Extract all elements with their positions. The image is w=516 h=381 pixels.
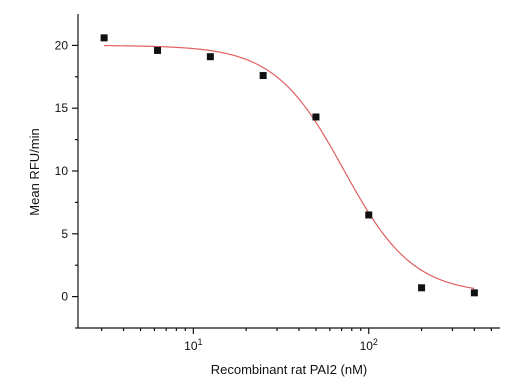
data-point [312, 113, 320, 121]
y-tick-label: 20 [55, 38, 69, 52]
data-points [100, 34, 478, 297]
data-point [418, 284, 426, 292]
y-tick-label: 0 [61, 290, 68, 304]
data-point [100, 34, 108, 42]
y-axis-title: Mean RFU/min [27, 128, 42, 215]
data-point [470, 289, 478, 297]
y-tick-label: 15 [55, 101, 69, 115]
x-tick-label: 101 [184, 337, 202, 353]
y-tick-label: 5 [61, 227, 68, 241]
y-tick-label: 10 [55, 164, 69, 178]
fit-curve [104, 45, 475, 290]
fit-curve-group [104, 45, 475, 290]
x-tick-label: 102 [360, 337, 378, 353]
data-point [154, 46, 162, 54]
axes [72, 14, 500, 334]
data-point [365, 211, 373, 219]
tick-labels: 0 5 10 15 20 101 102 [55, 38, 378, 353]
x-axis-title: Recombinant rat PAI2 (nM) [211, 362, 368, 377]
data-point [206, 53, 214, 61]
data-point [259, 72, 267, 80]
